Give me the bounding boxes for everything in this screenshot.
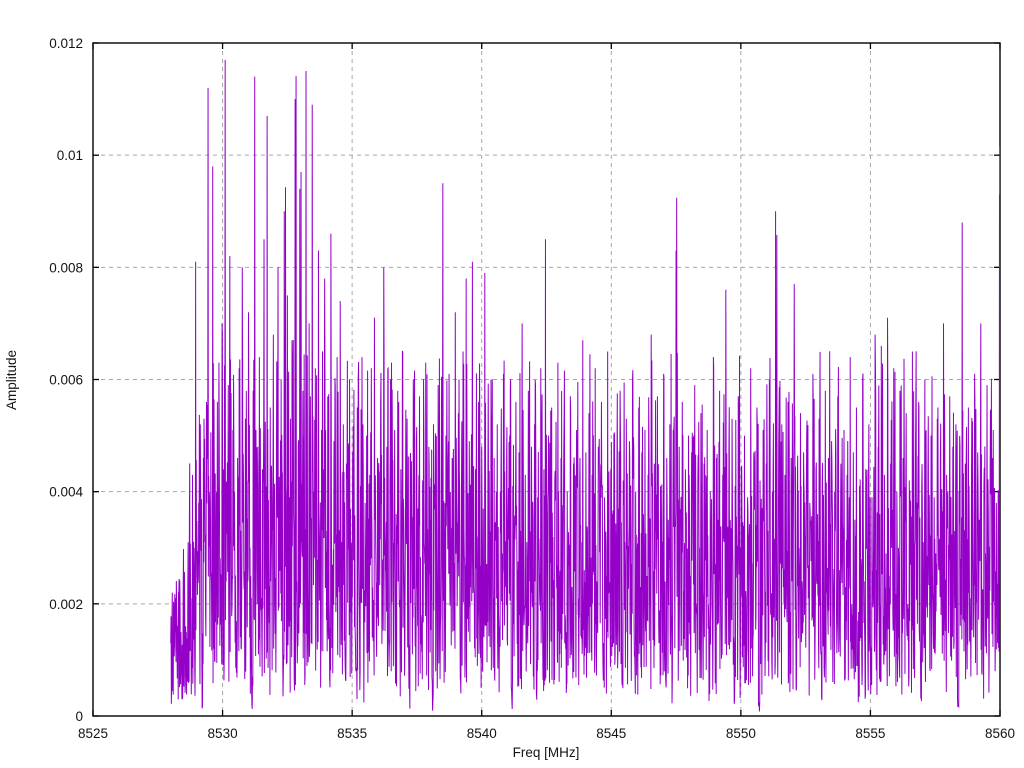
- x-axis-title: Freq [MHz]: [513, 745, 580, 760]
- axis-tick-labels: 0 0.002 0.004 0.006 0.008 0.01 0.012 8525 8530 85…: [49, 36, 1015, 741]
- x-tick-label: 8535: [337, 726, 367, 741]
- x-tick-label: 8560: [985, 726, 1015, 741]
- x-tick-label: 8555: [855, 726, 885, 741]
- y-tick-label: 0: [75, 709, 83, 724]
- x-tick-label: 8545: [596, 726, 626, 741]
- y-tick-label: 0.012: [49, 36, 83, 51]
- y-tick-label: 0.008: [49, 260, 83, 275]
- x-tick-label: 8540: [467, 726, 497, 741]
- y-tick-label: 0.002: [49, 597, 83, 612]
- x-tick-label: 8530: [208, 726, 238, 741]
- y-tick-label: 0.006: [49, 373, 83, 388]
- data-series: [170, 59, 1000, 712]
- y-tick-label: 0.01: [57, 148, 83, 163]
- x-tick-label: 8550: [726, 726, 756, 741]
- y-axis-title: Amplitude: [4, 350, 19, 410]
- y-tick-label: 0.004: [49, 485, 83, 500]
- series-line: [170, 59, 1000, 712]
- x-tick-label: 8525: [78, 726, 108, 741]
